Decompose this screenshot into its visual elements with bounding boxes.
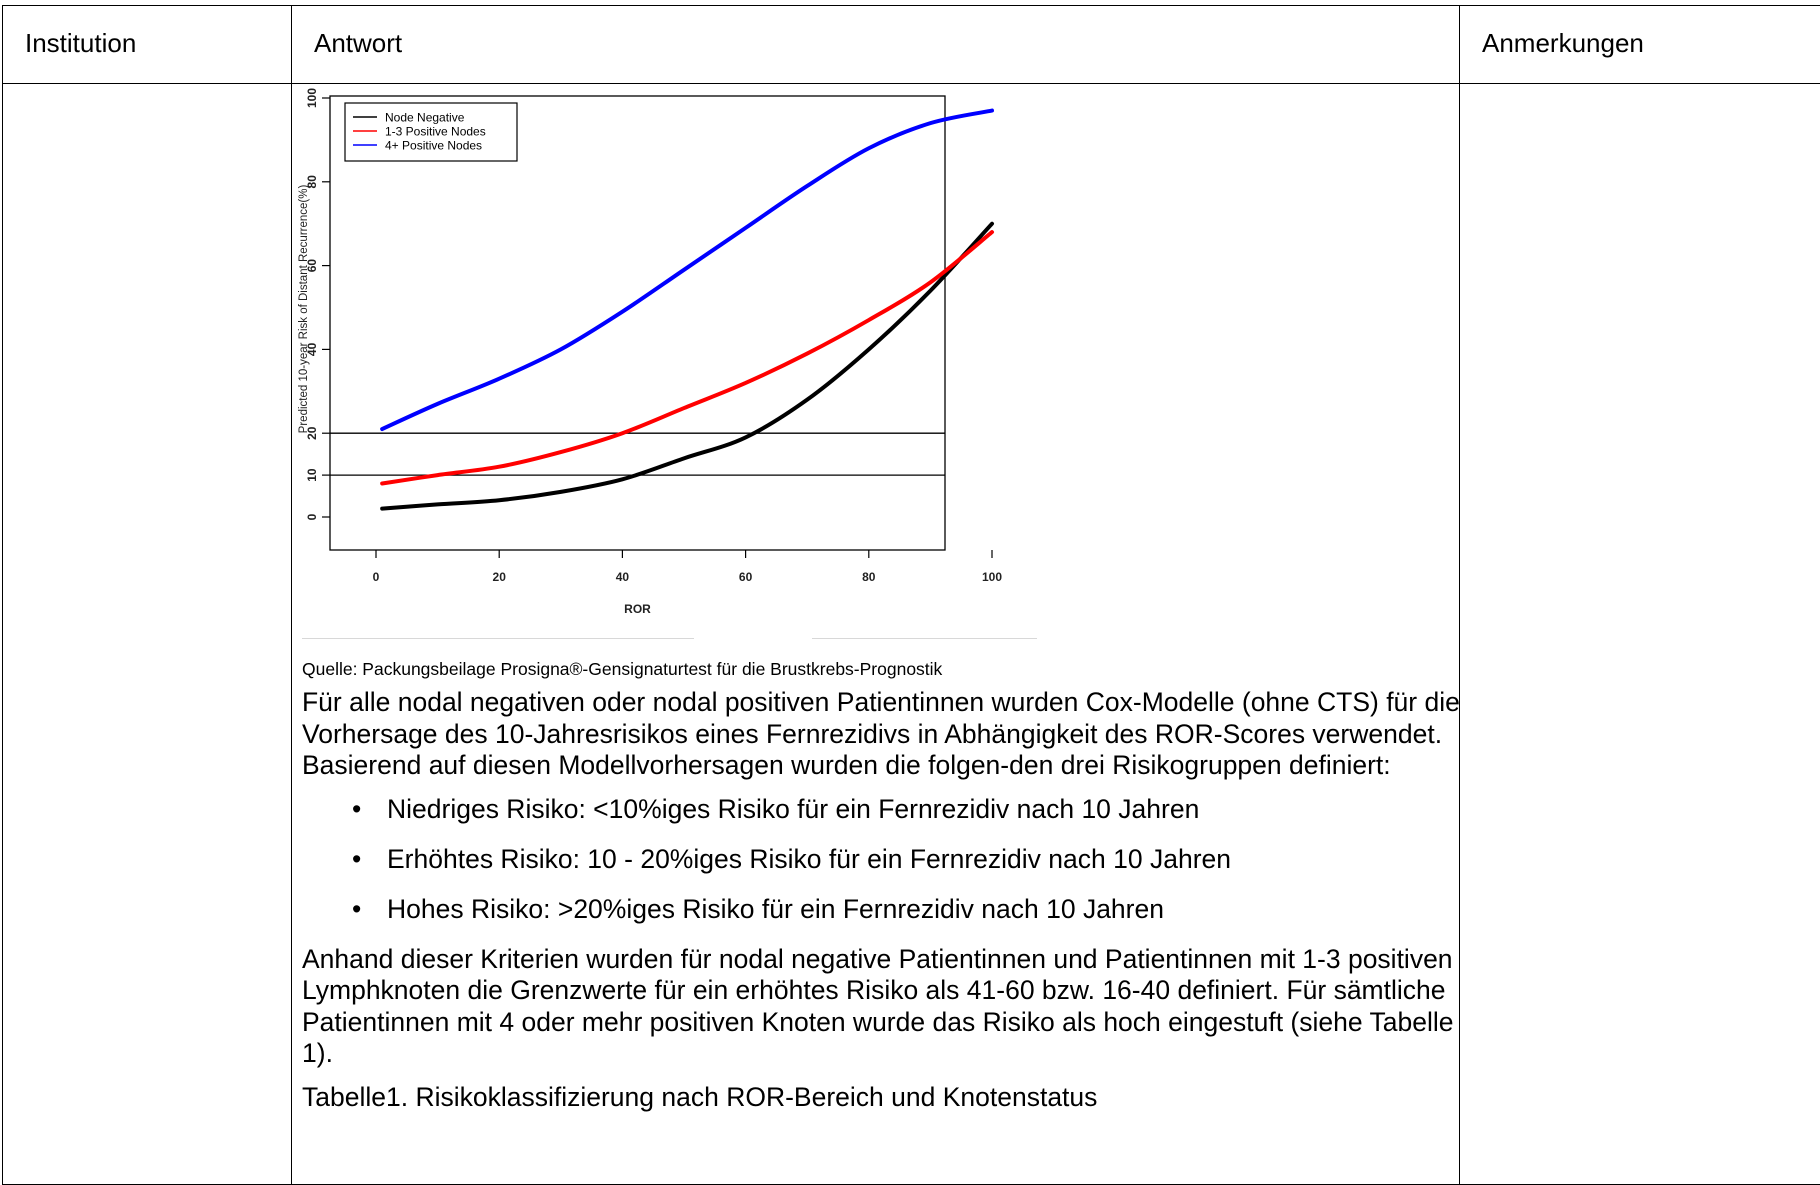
list-item: • Erhöhtes Risiko: 10 - 20%iges Risiko fü… <box>302 844 1462 894</box>
list-item: • Niedriges Risiko: <10%iges Risiko für e… <box>302 794 1462 844</box>
document-table: Institution Antwort Anmerkungen 0 20 40 60 8… <box>2 5 1820 1185</box>
criteria-paragraph: Anhand dieser Kriterien wurden für nodal… <box>302 944 1462 1070</box>
header-antwort: Antwort <box>292 6 1460 84</box>
list-item-text: Niedriges Risiko: <10%iges Risiko für ei… <box>387 794 1199 824</box>
list-item-text: Hohes Risiko: >20%iges Risiko für ein Fe… <box>387 894 1164 924</box>
intro-paragraph: Für alle nodal negativen oder nodal posi… <box>302 687 1462 782</box>
table-header-row: Institution Antwort Anmerkungen <box>3 6 1820 84</box>
bullet-icon: • <box>352 894 361 926</box>
remarks-cell <box>1460 84 1820 1185</box>
legend-label: 1-3 Positive Nodes <box>385 125 486 139</box>
x-tick-label: 0 <box>373 570 380 584</box>
figure-source-caption: Quelle: Packungsbeilage Prosigna®-Gensig… <box>302 659 942 680</box>
answer-text: Für alle nodal negativen oder nodal posi… <box>302 687 1462 1113</box>
x-tick-label: 80 <box>862 570 876 584</box>
y-tick-label: 10 <box>305 468 319 482</box>
institution-cell <box>3 84 292 1185</box>
legend-label: 4+ Positive Nodes <box>385 139 482 153</box>
table-caption: Tabelle1. Risikoklassifizierung nach ROR… <box>302 1082 1462 1114</box>
legend-label: Node Negative <box>385 111 465 125</box>
x-tick-label: 20 <box>493 570 507 584</box>
header-institution: Institution <box>3 6 292 84</box>
figure-divider-right <box>812 638 1037 639</box>
y-tick-label: 0 <box>305 513 319 520</box>
bullet-icon: • <box>352 844 361 876</box>
list-item-text: Erhöhtes Risiko: 10 - 20%iges Risiko für… <box>387 844 1231 874</box>
plot-frame <box>330 96 945 550</box>
x-tick-label: 40 <box>616 570 630 584</box>
figure-divider-left <box>302 638 694 639</box>
y-axis-label: Predicted 10-year Risk of Distant Recurr… <box>298 185 310 434</box>
x-axis-label: ROR <box>624 602 651 616</box>
header-anmerkungen: Anmerkungen <box>1460 6 1820 84</box>
x-tick-label: 100 <box>982 570 1002 584</box>
list-item: • Hohes Risiko: >20%iges Risiko für ein F… <box>302 894 1462 944</box>
y-tick-label: 100 <box>305 88 319 108</box>
x-tick-label: 60 <box>739 570 753 584</box>
bullet-icon: • <box>352 794 361 826</box>
risk-group-list: • Niedriges Risiko: <10%iges Risiko für e… <box>302 794 1462 944</box>
